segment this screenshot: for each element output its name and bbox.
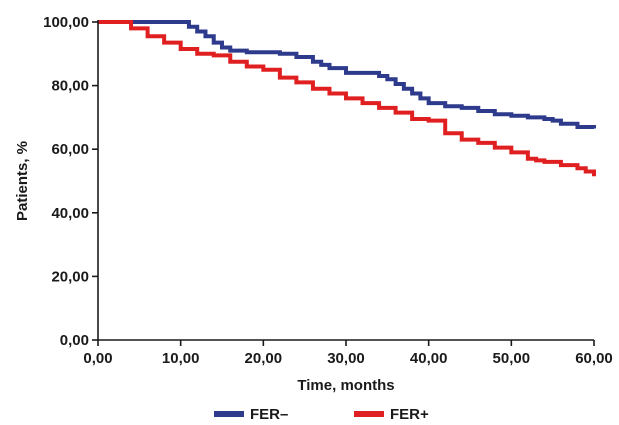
y-tick-label: 0,00 <box>60 332 89 349</box>
y-tick-label: 80,00 <box>51 78 89 95</box>
y-tick-label: 60,00 <box>51 141 89 158</box>
series-line-0 <box>98 20 596 129</box>
x-tick-label: 60,00 <box>575 350 613 367</box>
legend-label-fer-neg: FER– <box>250 406 288 423</box>
y-tick-label: 100,00 <box>43 14 89 31</box>
x-tick-label: 20,00 <box>245 350 283 367</box>
x-axis-title: Time, months <box>297 377 394 394</box>
x-tick-label: 10,00 <box>162 350 200 367</box>
legend: FER– FER+ <box>214 406 429 423</box>
y-tick-label: 20,00 <box>51 268 89 285</box>
y-axis-ticks: 0,00 20,00 40,00 60,00 80,00 100,00 <box>43 14 98 349</box>
x-tick-label: 0,00 <box>83 350 112 367</box>
y-tick-label: 40,00 <box>51 205 89 222</box>
x-tick-label: 40,00 <box>410 350 448 367</box>
y-axis-title: Patients, % <box>14 141 31 221</box>
series-line-1 <box>98 20 596 177</box>
legend-label-fer-pos: FER+ <box>390 406 429 423</box>
x-tick-label: 50,00 <box>493 350 531 367</box>
series-layer <box>98 20 596 177</box>
x-axis-ticks: 0,00 10,00 20,00 30,00 40,00 50,00 60,00 <box>83 340 613 367</box>
x-tick-label: 30,00 <box>327 350 365 367</box>
